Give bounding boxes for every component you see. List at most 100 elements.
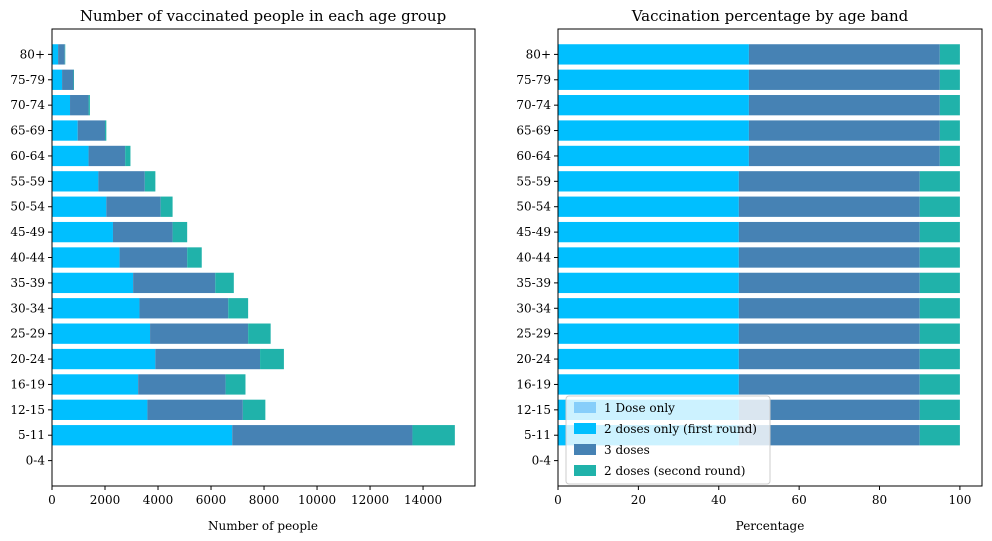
x-tick-label: 10000	[298, 493, 336, 507]
bar-12-15-series-1	[52, 399, 148, 420]
y-tick-label: 65-69	[516, 124, 551, 138]
bar-5-11-series-3	[412, 425, 455, 446]
y-tick-label: 70-74	[516, 98, 551, 112]
bar-65-69-series-2	[748, 120, 940, 141]
bar-12-15-series-2	[147, 399, 243, 420]
bar-5-11-series-2	[232, 425, 413, 446]
bar-40-44-series-2	[119, 247, 188, 268]
x-tick-label: 100	[948, 493, 971, 507]
right-x-axis-label: Percentage	[736, 519, 805, 533]
bar-5-11-series-3	[919, 425, 960, 446]
bar-20-24-series-2	[155, 348, 261, 370]
bar-40-44-series-3	[187, 247, 202, 268]
x-tick-label: 4000	[143, 493, 174, 507]
legend-entry: 2 doses only (first round)	[604, 422, 757, 436]
bar-20-24-series-1	[558, 348, 739, 370]
bar-45-49-series-1	[52, 221, 113, 243]
bar-40-44-series-2	[738, 247, 920, 268]
bar-12-15-series-2	[738, 399, 920, 420]
y-tick-label: 5-11	[524, 428, 551, 442]
bar-55-59-series-2	[98, 171, 145, 192]
x-tick-label: 0	[554, 493, 562, 507]
x-tick-label: 40	[711, 493, 726, 507]
right-x-ticks: 0 20 40 60 80 100	[554, 486, 971, 507]
bar-65-69-series-1	[52, 120, 78, 141]
left-subplot: Number of vaccinated people in each age …	[10, 7, 476, 533]
y-tick-label: 5-11	[18, 428, 45, 442]
y-tick-label: 12-15	[10, 403, 45, 417]
bar-20-24-series-3	[919, 348, 960, 370]
bar-30-34-series-1	[52, 298, 140, 319]
bar-60-64-series-3	[939, 145, 960, 167]
x-tick-label: 2000	[90, 493, 121, 507]
bar-50-54-series-3	[160, 196, 173, 217]
bar-30-34-series-2	[738, 298, 920, 319]
y-tick-label: 45-49	[10, 225, 45, 239]
bar-65-69-series-2	[77, 120, 106, 141]
bar-40-44-series-3	[919, 247, 960, 268]
y-tick-label: 80+	[526, 47, 551, 61]
bar-80+-series-2	[748, 44, 940, 65]
x-tick-label: 60	[791, 493, 806, 507]
bar-20-24-series-2	[738, 348, 920, 370]
bar-60-64-series-1	[558, 145, 749, 167]
left-x-axis-label: Number of people	[208, 519, 318, 533]
y-tick-label: 35-39	[10, 276, 45, 290]
bar-40-44-series-1	[558, 247, 739, 268]
bar-75-79-series-2	[62, 69, 74, 90]
y-tick-label: 60-64	[10, 149, 45, 163]
bar-80+-series-2	[58, 44, 65, 65]
legend-entry: 1 Dose only	[604, 401, 675, 415]
left-axes-frame	[51, 28, 476, 487]
bar-50-54-series-3	[919, 196, 960, 217]
bar-70-74-series-1	[52, 95, 71, 116]
bar-35-39-series-2	[133, 272, 216, 294]
bar-65-69-series-3	[939, 120, 960, 141]
bar-65-69-series-1	[558, 120, 749, 141]
bar-30-34-series-1	[558, 298, 739, 319]
y-tick-label: 0-4	[532, 454, 552, 468]
bar-50-54-series-2	[738, 196, 920, 217]
legend-entry: 2 doses (second round)	[604, 464, 745, 478]
bar-30-34-series-3	[228, 298, 249, 319]
y-tick-label: 55-59	[10, 174, 45, 188]
x-tick-label: 80	[872, 493, 887, 507]
bar-40-44-series-1	[52, 247, 120, 268]
bar-55-59-series-1	[52, 171, 99, 192]
y-tick-label: 35-39	[516, 276, 551, 290]
bar-55-59-series-1	[558, 171, 739, 192]
y-tick-label: 30-34	[516, 301, 551, 315]
x-tick-label: 20	[631, 493, 646, 507]
bar-35-39-series-2	[738, 272, 920, 294]
y-tick-label: 75-79	[10, 73, 45, 87]
y-tick-label: 25-29	[516, 327, 551, 341]
bar-16-19-series-1	[558, 374, 739, 395]
bar-50-54-series-2	[106, 196, 161, 217]
bar-60-64-series-3	[125, 145, 131, 167]
bar-50-54-series-1	[52, 196, 107, 217]
y-tick-label: 50-54	[10, 200, 45, 214]
bar-80+-series-1	[52, 44, 59, 65]
y-tick-label: 12-15	[516, 403, 551, 417]
bar-16-19-series-3	[919, 374, 960, 395]
bar-60-64-series-2	[748, 145, 940, 167]
legend-swatch	[574, 402, 596, 413]
y-tick-label: 40-44	[516, 251, 551, 265]
bar-16-19-series-2	[738, 374, 920, 395]
x-tick-label: 6000	[196, 493, 227, 507]
y-tick-label: 55-59	[516, 174, 551, 188]
bar-55-59-series-3	[919, 171, 960, 192]
y-tick-label: 30-34	[10, 301, 45, 315]
y-tick-label: 80+	[20, 47, 45, 61]
y-tick-label: 75-79	[516, 73, 551, 87]
bar-70-74-series-1	[558, 95, 749, 116]
bar-55-59-series-3	[144, 171, 156, 192]
x-tick-label: 0	[48, 493, 56, 507]
x-tick-label: 12000	[351, 493, 389, 507]
bar-25-29-series-2	[150, 323, 249, 344]
bar-45-49-series-1	[558, 221, 739, 243]
right-axes-frame	[557, 28, 983, 487]
bar-16-19-series-3	[225, 374, 246, 395]
bar-35-39-series-1	[52, 272, 134, 294]
